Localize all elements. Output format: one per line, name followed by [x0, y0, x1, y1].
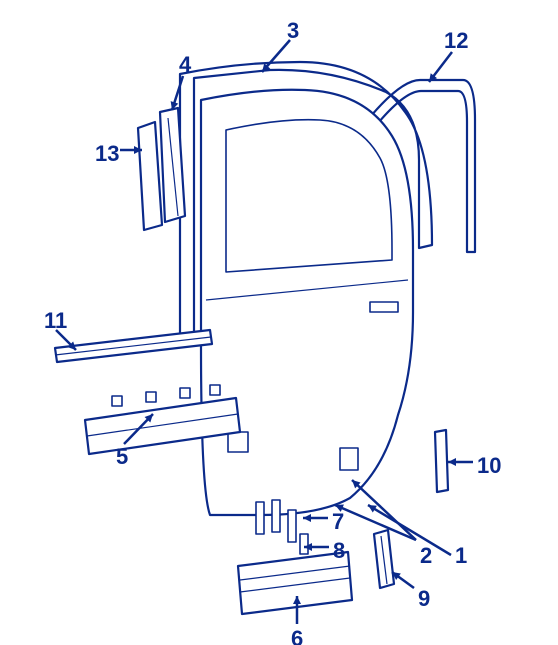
- callout-12: 12: [444, 30, 468, 52]
- callout-8: 8: [333, 540, 345, 562]
- callout-1: 1: [455, 545, 467, 567]
- callout-5: 5: [116, 446, 128, 468]
- callout-2: 2: [420, 545, 432, 567]
- callout-11: 11: [44, 310, 67, 332]
- callout-3: 3: [287, 20, 299, 42]
- diagram-stage: 1 2 3 4 5 6 7 8 9 10 11 12 13: [0, 0, 558, 645]
- callout-4: 4: [179, 54, 191, 76]
- diagram-svg: [0, 0, 558, 645]
- part-belt-molding: [55, 330, 212, 362]
- callout-7: 7: [332, 511, 344, 533]
- callout-10: 10: [477, 455, 501, 477]
- callout-13: 13: [95, 143, 119, 165]
- callout-6: 6: [291, 628, 303, 645]
- part-door-edge-guard: [374, 530, 394, 588]
- part-door-shell: [201, 90, 413, 515]
- part-front-pillar-trim: [138, 122, 162, 230]
- callout-9: 9: [418, 588, 430, 610]
- part-rear-edge-strip: [435, 430, 448, 492]
